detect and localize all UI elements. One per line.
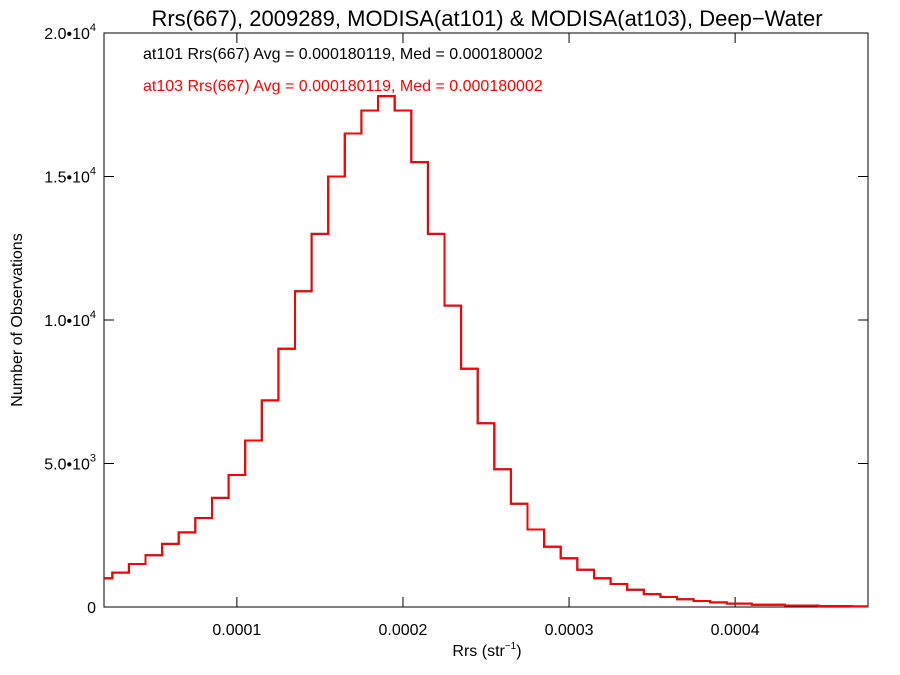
y-axis-ticks: 0 5.0•103 1.0•104 1.5•104 2.0•104 (44, 22, 868, 617)
y-tick-label: 2.0•104 (44, 22, 96, 43)
annotation-at103: at103 Rrs(667) Avg = 0.000180119, Med = … (143, 78, 543, 95)
plot-frame (103, 32, 869, 608)
histogram-line-at103 (104, 95, 868, 608)
x-axis-label-main: Rrs (str (452, 643, 505, 660)
x-axis-label: Rrs (str−1) (452, 641, 521, 660)
chart-title: Rrs(667), 2009289, MODISA(at101) & MODIS… (151, 6, 822, 31)
y-tick-label: 0 (87, 600, 96, 617)
x-tick-label: 0.0004 (711, 622, 760, 639)
x-axis-label-exponent: −1 (505, 641, 517, 652)
x-axis-ticks: 0.0001 0.0002 0.0003 0.0004 (212, 33, 760, 639)
annotation-at101: at101 Rrs(667) Avg = 0.000180119, Med = … (143, 46, 543, 63)
y-tick-label: 1.5•104 (44, 166, 96, 187)
y-tick-label: 5.0•103 (44, 453, 96, 474)
x-tick-label: 0.0003 (545, 622, 594, 639)
histogram-series (104, 95, 868, 608)
y-tick-label: 1.0•104 (44, 309, 96, 330)
x-tick-label: 0.0002 (378, 622, 427, 639)
histogram-line-at101 (104, 95, 868, 608)
x-axis-label-tail: ) (516, 643, 521, 660)
y-axis-label: Number of Observations (9, 233, 26, 406)
x-tick-label: 0.0001 (212, 622, 261, 639)
